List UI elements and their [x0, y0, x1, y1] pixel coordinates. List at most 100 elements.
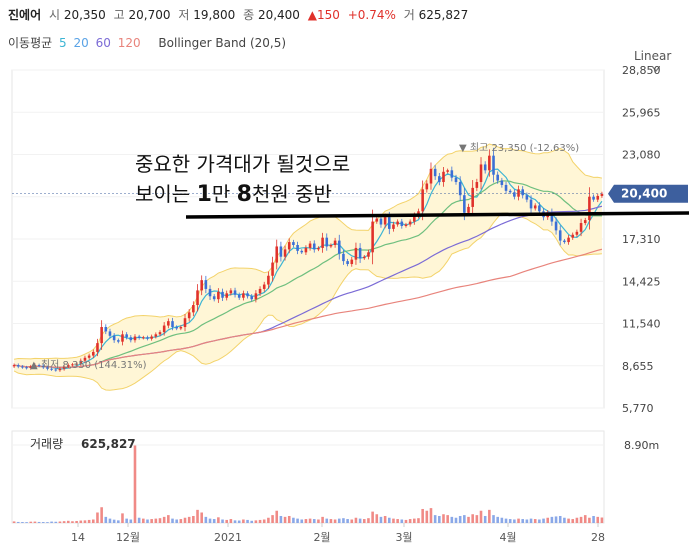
candle-body — [233, 290, 237, 295]
candle-body — [12, 365, 16, 367]
volume-bar — [467, 516, 470, 523]
candle-body — [125, 334, 128, 338]
candle-body — [504, 184, 508, 191]
volume-bar — [46, 522, 49, 523]
stock-name: 진에어 — [8, 8, 42, 22]
volume-bar — [454, 517, 458, 523]
close-value: 20,400 — [257, 8, 300, 22]
ma-label: 이동평균 — [8, 36, 53, 50]
candle-body — [112, 335, 116, 341]
candle-body — [558, 230, 562, 241]
volume-bar — [383, 515, 387, 523]
y-tick-label: 23,080 — [622, 149, 661, 162]
ma-period-60: 60 — [95, 36, 111, 50]
volume-bar — [292, 517, 295, 523]
volume-bar — [579, 516, 583, 523]
volume-bar — [488, 509, 491, 523]
volume-bar — [300, 519, 304, 523]
volume-bar — [542, 518, 545, 523]
close-label: 종 — [243, 8, 255, 22]
volume-bar — [538, 519, 541, 523]
bollinger-band-fill — [14, 143, 602, 391]
volume-bar — [483, 515, 487, 523]
candle-body — [271, 262, 274, 276]
volume-bar — [600, 517, 604, 523]
candle-body — [221, 291, 224, 298]
candle-body — [208, 288, 212, 297]
candle-body — [583, 220, 587, 224]
volume-bar — [350, 519, 354, 523]
volume-bar — [217, 517, 220, 523]
volume-bar — [58, 521, 62, 523]
annotation-line-1: 중요한 가격대가 될것으로 — [135, 152, 351, 176]
volume-bar — [513, 519, 516, 523]
volume-bar — [242, 519, 245, 523]
candle-body — [196, 290, 199, 306]
volume-bar — [125, 518, 128, 523]
candle-body — [212, 296, 216, 300]
volume-area — [11, 430, 605, 524]
volume-bar — [75, 520, 78, 523]
volume-bar — [221, 519, 224, 523]
candle-body — [92, 351, 95, 356]
volume-bar — [162, 516, 166, 523]
x-tick-label: 2월 — [313, 531, 330, 544]
volume-bar — [267, 517, 270, 523]
volume-bar — [417, 518, 420, 523]
volume-bar — [367, 518, 370, 523]
candle-body — [317, 247, 320, 250]
candle-body — [375, 218, 379, 222]
volume-bar — [479, 510, 483, 523]
volume-bar — [171, 518, 174, 523]
candle-body — [383, 217, 387, 225]
volume-bar — [150, 519, 153, 523]
high-label: 고 — [113, 8, 125, 22]
candle-body — [304, 247, 308, 253]
x-tick-label: 28 — [591, 531, 605, 544]
candle-body — [204, 280, 208, 289]
candle-body — [513, 192, 516, 197]
candle-body — [471, 187, 474, 207]
volume-bar — [16, 521, 20, 523]
volume-bar — [438, 515, 441, 523]
candle-body — [254, 293, 258, 300]
annotation-text-a: 보이는 — [135, 182, 197, 206]
candle-body — [533, 205, 537, 209]
volume-bar — [66, 520, 70, 523]
indicator-legend[interactable]: 이동평균 5 20 60 120 Bollinger Band (20,5) — [8, 34, 289, 51]
volume-bar — [50, 521, 53, 523]
volume-bar — [137, 517, 141, 523]
candle-body — [25, 367, 28, 369]
chevron-down-icon[interactable] — [652, 66, 660, 72]
candle-body — [192, 305, 195, 313]
candle-body — [538, 205, 541, 212]
candle-body — [62, 366, 66, 369]
volume-bar — [421, 508, 424, 523]
candle-body — [362, 256, 366, 259]
volume-bar — [504, 518, 508, 523]
candle-body — [287, 242, 291, 250]
volume-bar — [117, 520, 120, 523]
candle-body — [392, 224, 395, 229]
candle-body — [367, 252, 370, 257]
volume-bar — [567, 518, 570, 523]
candle-body — [454, 177, 458, 183]
candle-body — [450, 170, 454, 178]
volume-bar — [187, 516, 191, 523]
volume-bar — [146, 519, 149, 523]
open-value: 20,350 — [63, 8, 106, 22]
candle-body — [425, 183, 429, 190]
candle-body — [350, 259, 354, 265]
volume-bar — [533, 519, 537, 523]
volume-bar — [517, 518, 520, 523]
candle-body — [54, 369, 58, 371]
candle-body — [83, 357, 87, 361]
candle-body — [308, 243, 312, 248]
volume-bar — [250, 520, 254, 523]
candle-body — [79, 360, 83, 364]
volume-bar — [129, 519, 133, 523]
volume-bar — [404, 519, 408, 523]
candle-body — [342, 253, 345, 262]
scale-mode-toggle[interactable]: Linear — [634, 49, 672, 63]
